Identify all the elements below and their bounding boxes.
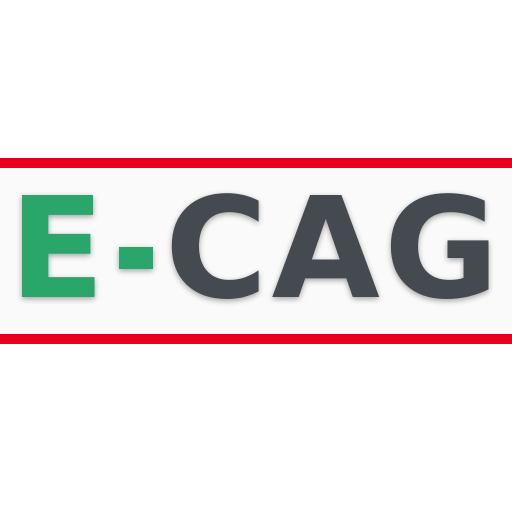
logo-wordmark: E CAG [0, 180, 512, 320]
logo-letters-cag: CAG [164, 168, 503, 331]
logo-letter-e: E [9, 168, 109, 331]
logo-band [0, 158, 512, 344]
logo-dash [118, 247, 153, 269]
